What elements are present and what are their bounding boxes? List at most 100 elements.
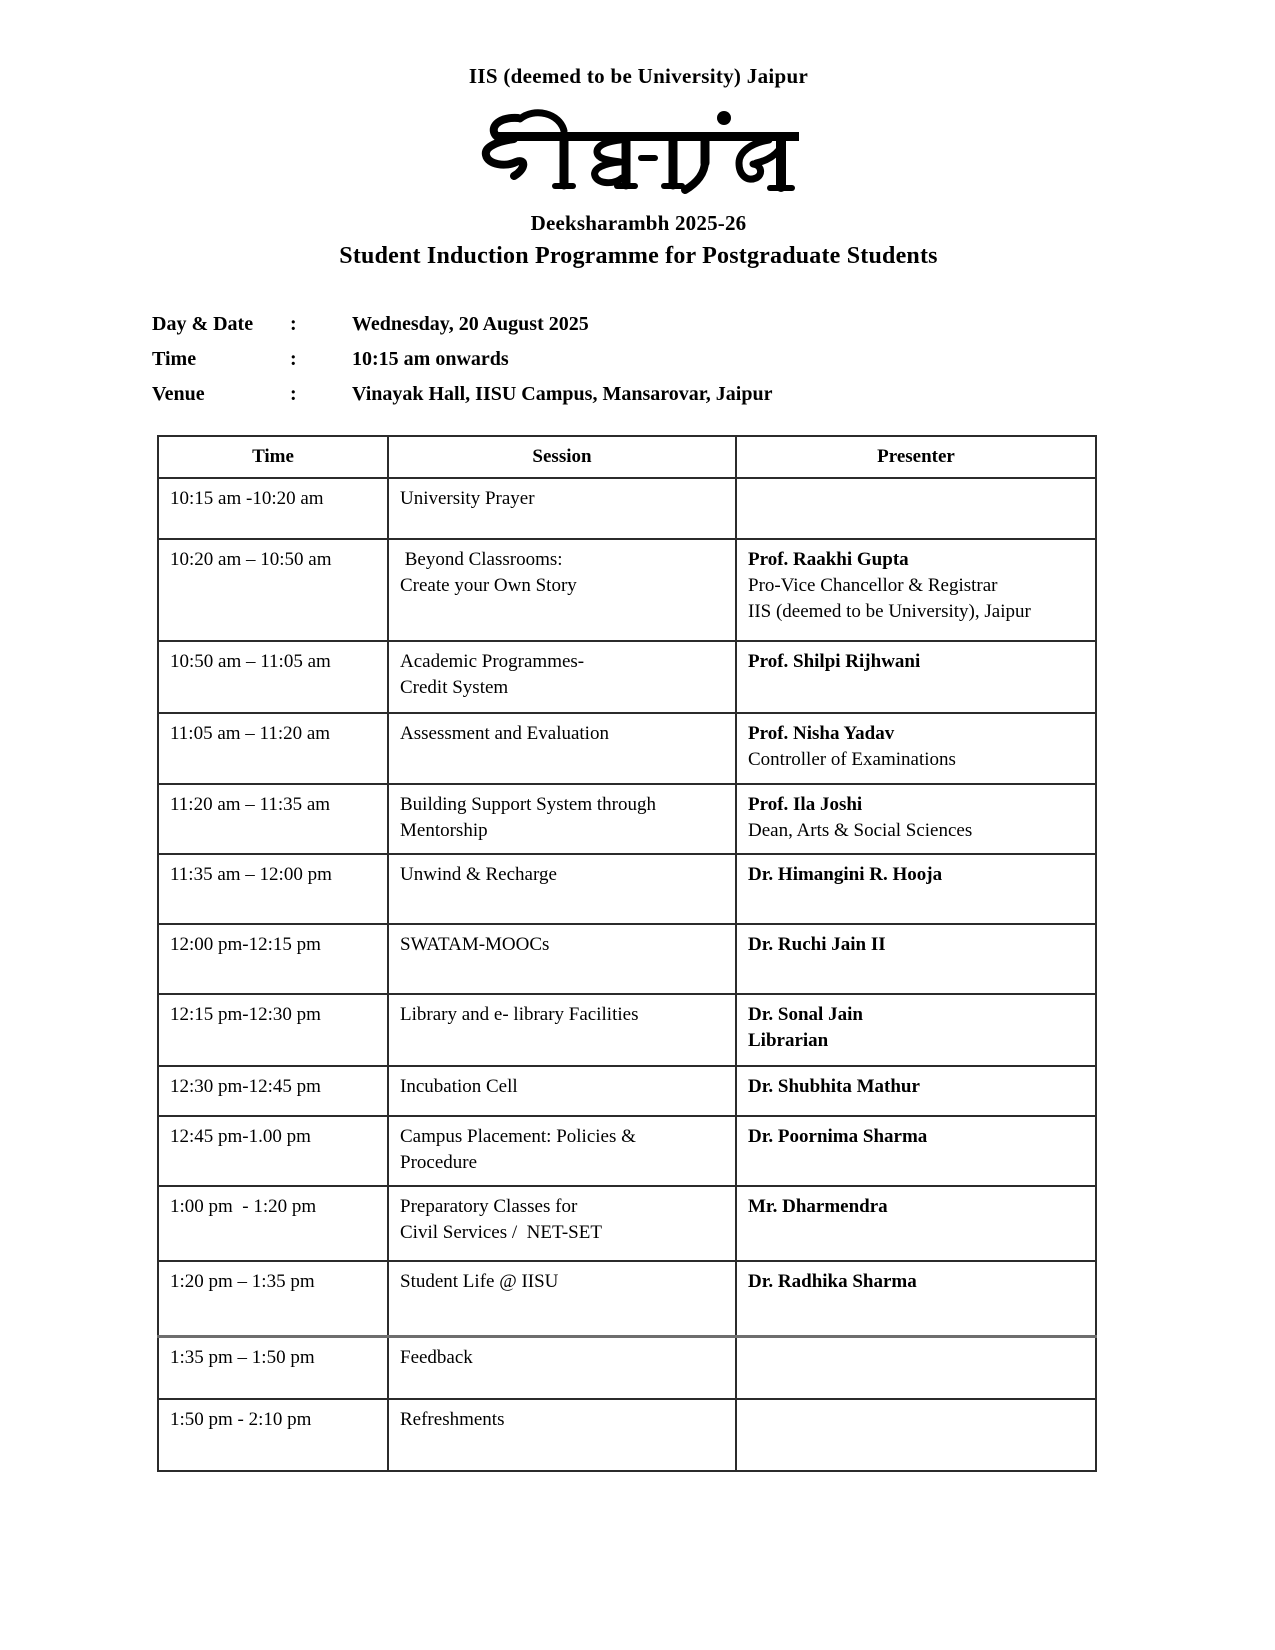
table-row: 1:00 pm - 1:20 pm Preparatory Classes for… (157, 1185, 1097, 1262)
session-line: Unwind & Recharge (400, 864, 557, 885)
presenter-line: Prof. Nisha Yadav (748, 723, 895, 744)
session-line: Civil Services / NET-SET (400, 1222, 602, 1243)
presenter-line: Dean, Arts & Social Sciences (748, 820, 973, 841)
presenter-line: Librarian (748, 1030, 829, 1051)
presenter-line: IIS (deemed to be University), Jaipur (748, 601, 1031, 622)
presenter-cell: Dr. Poornima Sharma (735, 1115, 1097, 1187)
logo-glyph-da (481, 113, 527, 180)
logo-bha-curl (735, 136, 772, 183)
session-cell: University Prayer (387, 477, 737, 540)
presenter-line: Dr. Shubhita Mathur (748, 1076, 920, 1097)
time-cell: 12:15 pm-12:30 pm (157, 993, 389, 1067)
session-cell: Assessment and Evaluation (387, 712, 737, 785)
detail-row-time: Time : 10:15 am onwards (152, 347, 1127, 371)
session-cell: Incubation Cell (387, 1065, 737, 1117)
time-cell: 1:35 pm – 1:50 pm (157, 1334, 389, 1400)
logo-ii-arc (516, 109, 567, 135)
presenter-cell: Dr. Ruchi Jain II (735, 923, 1097, 995)
session-cell: Preparatory Classes for Civil Services / … (387, 1185, 737, 1262)
table-row: 11:05 am – 11:20 am Assessment and Evalua… (157, 712, 1097, 785)
time-cell: 10:15 am -10:20 am (157, 477, 389, 540)
session-line: Incubation Cell (400, 1076, 518, 1097)
session-cell: Campus Placement: Policies & Procedure (387, 1115, 737, 1187)
presenter-cell: Prof. Shilpi Rijhwani (735, 640, 1097, 714)
logo-devanagari (150, 105, 1127, 202)
presenter-cell: Dr. Shubhita Mathur (735, 1065, 1097, 1117)
schedule-table: Time Session Presenter 10:15 am -10:20 a… (157, 435, 1097, 1472)
session-line: Campus Placement: Policies & (400, 1126, 636, 1147)
session-line: Student Life @ IISU (400, 1271, 559, 1292)
session-cell: Feedback (387, 1334, 737, 1400)
logo-ra-leg (680, 157, 709, 194)
time-cell: 12:00 pm-12:15 pm (157, 923, 389, 995)
table-row: 1:50 pm - 2:10 pm Refreshments (157, 1398, 1097, 1472)
table-row: 11:35 am – 12:00 pm Unwind & Recharge Dr. … (157, 853, 1097, 925)
time-cell: 12:45 pm-1.00 pm (157, 1115, 389, 1187)
presenter-line: Prof. Raakhi Gupta (748, 549, 909, 570)
time-cell: 12:30 pm-12:45 pm (157, 1065, 389, 1117)
detail-row-venue: Venue : Vinayak Hall, IISU Campus, Mansa… (152, 382, 1127, 406)
session-line: Credit System (400, 677, 509, 698)
presenter-line: Dr. Himangini R. Hooja (748, 864, 943, 885)
presenter-line: Dr. Sonal Jain (748, 1004, 863, 1025)
session-line: Assessment and Evaluation (400, 723, 609, 744)
presenter-cell: Dr. Sonal Jain Librarian (735, 993, 1097, 1067)
session-cell: Beyond Classrooms: Create your Own Story (387, 538, 737, 642)
logo-bha-bar (752, 146, 782, 167)
presenter-line: Dr. Ruchi Jain II (748, 934, 886, 955)
table-row: 1:20 pm – 1:35 pm Student Life @ IISU Dr. … (157, 1260, 1097, 1337)
logo-anusvara-dot (716, 111, 731, 125)
schedule-body: 10:15 am -10:20 am University Prayer 10:20… (157, 477, 1097, 1472)
session-line: Preparatory Classes for (400, 1196, 578, 1217)
session-line: Library and e- library Facilities (400, 1004, 639, 1025)
presenter-line: Pro-Vice Chancellor & Registrar (748, 575, 998, 596)
time-cell: 1:00 pm - 1:20 pm (157, 1185, 389, 1262)
time-cell: 11:35 am – 12:00 pm (157, 853, 389, 925)
presenter-cell: Prof. Ila Joshi Dean, Arts & Social Scien… (735, 783, 1097, 855)
presenter-line: Prof. Ila Joshi (748, 794, 863, 815)
session-line: Procedure (400, 1152, 478, 1173)
detail-colon: : (290, 348, 297, 370)
session-cell: Library and e- library Facilities (387, 993, 737, 1067)
page-title: Student Induction Programme for Postgrad… (339, 243, 938, 269)
session-cell: Building Support System through Mentorshi… (387, 783, 737, 855)
session-line: Create your Own Story (400, 575, 577, 596)
table-row: 12:45 pm-1.00 pm Campus Placement: Polici… (157, 1115, 1097, 1187)
logo-ksha-loops (590, 136, 625, 187)
table-row: 1:35 pm – 1:50 pm Feedback (157, 1334, 1097, 1400)
column-header-session: Session (387, 435, 737, 479)
detail-row-date: Day & Date : Wednesday, 20 August 2025 (152, 312, 1127, 336)
event-details: Day & Date : Wednesday, 20 August 2025 T… (152, 312, 1127, 406)
institution-title: IIS (deemed to be University) Jaipur (468, 64, 809, 88)
detail-colon: : (290, 383, 297, 405)
table-row: 10:20 am – 10:50 am Beyond Classrooms: Cr… (157, 538, 1097, 642)
session-line: Mentorship (400, 820, 488, 841)
table-row: 10:50 am – 11:05 am Academic Programmes- C… (157, 640, 1097, 714)
detail-label: Venue (152, 383, 205, 405)
detail-colon: : (290, 313, 297, 335)
presenter-line: Prof. Shilpi Rijhwani (748, 651, 921, 672)
presenter-cell (735, 1334, 1097, 1400)
logo-headline (497, 132, 799, 141)
session-cell: Unwind & Recharge (387, 853, 737, 925)
session-line: Building Support System through (400, 794, 656, 815)
presenter-cell (735, 477, 1097, 540)
session-line: SWATAM-MOOCs (400, 934, 550, 955)
time-cell: 10:50 am – 11:05 am (157, 640, 389, 714)
deeksharambh-logo-icon (481, 109, 799, 194)
presenter-cell: Mr. Dharmendra (735, 1185, 1097, 1262)
presenter-cell: Prof. Raakhi Gupta Pro-Vice Chancellor & … (735, 538, 1097, 642)
time-cell: 1:50 pm - 2:10 pm (157, 1398, 389, 1472)
presenter-line: Controller of Examinations (748, 749, 956, 770)
table-row: 12:00 pm-12:15 pm SWATAM-MOOCs Dr. Ruchi J… (157, 923, 1097, 995)
session-line: University Prayer (400, 488, 535, 509)
presenter-cell: Dr. Radhika Sharma (735, 1260, 1097, 1337)
session-cell: Academic Programmes- Credit System (387, 640, 737, 714)
session-cell: Refreshments (387, 1398, 737, 1472)
presenter-line: Dr. Radhika Sharma (748, 1271, 917, 1292)
event-name: Deeksharambh 2025-26 (530, 211, 747, 235)
session-line: Feedback (400, 1346, 473, 1368)
table-row: 10:15 am -10:20 am University Prayer (157, 477, 1097, 540)
session-cell: Student Life @ IISU (387, 1260, 737, 1337)
session-line: Beyond Classrooms: (400, 549, 563, 570)
